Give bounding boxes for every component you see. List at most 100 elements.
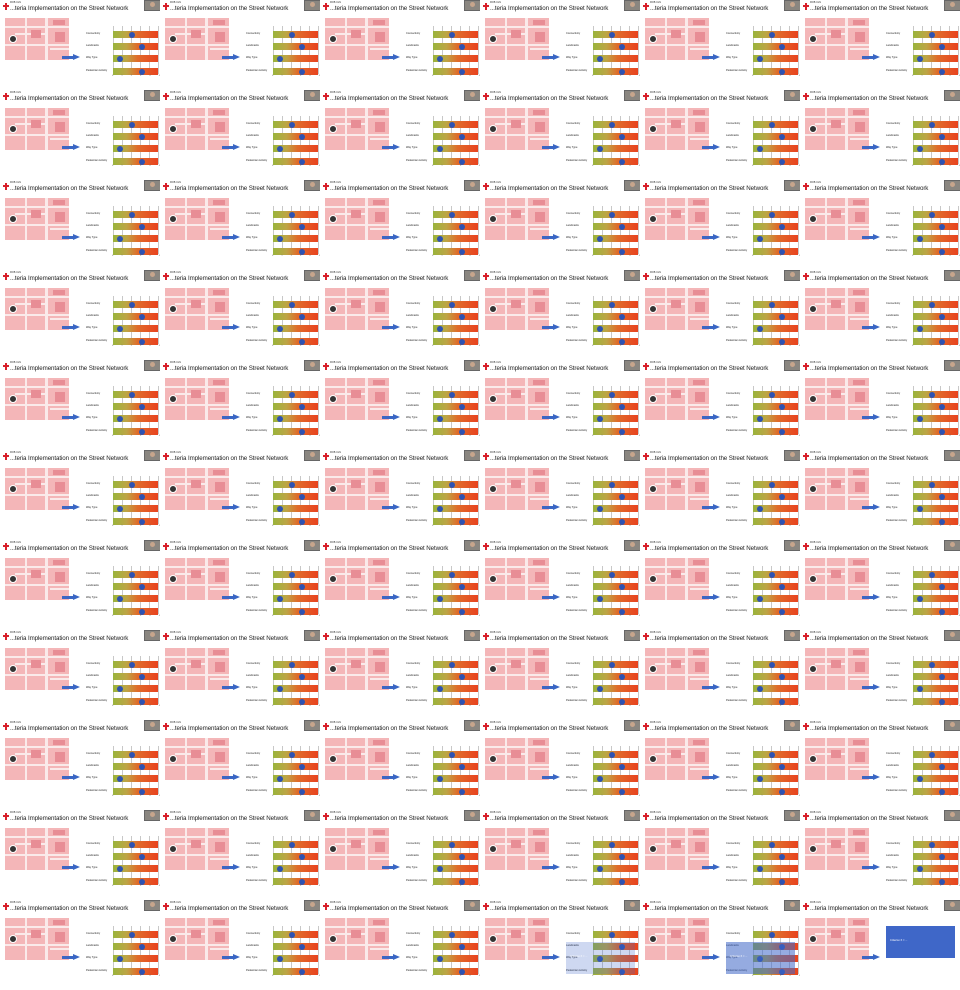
scale-tick-label: 0 <box>912 435 914 437</box>
criterion-label: Way Type <box>886 776 898 779</box>
map-road <box>685 558 688 600</box>
criterion-scale-bar <box>113 698 158 705</box>
scale-tick-label: 5 <box>799 975 800 977</box>
chart-gridline <box>789 116 790 164</box>
right-arrow-icon <box>222 234 240 240</box>
chart-gridline <box>140 116 141 164</box>
map-road <box>5 746 69 748</box>
location-marker-icon <box>9 35 17 43</box>
criterion-label: Way Type <box>886 236 898 239</box>
criterion-score-dot <box>459 313 465 320</box>
chart-gridline <box>433 926 434 974</box>
scale-tick-label: 0 <box>592 615 594 617</box>
criterion-scale-bar <box>273 583 318 590</box>
map-road <box>645 296 709 298</box>
map-road <box>530 498 549 500</box>
map-road <box>665 738 667 780</box>
slide-title: ...teria Implementation on the Street Ne… <box>10 365 129 372</box>
criterion-scale-bar <box>113 223 158 230</box>
map-building <box>533 830 545 835</box>
university-logo-icon <box>323 363 329 370</box>
right-arrow-icon <box>382 324 400 330</box>
criterion-score-dot <box>117 685 123 692</box>
map-road <box>165 404 229 406</box>
scale-tick-label: 0 <box>592 795 594 797</box>
chart-gridline <box>442 746 443 794</box>
chart-gridline <box>273 476 274 524</box>
map-building <box>695 842 705 852</box>
criterion-score-dot <box>769 751 775 758</box>
criterion-score-dot <box>459 788 465 795</box>
street-network-map <box>805 648 869 690</box>
location-marker-icon <box>9 755 17 763</box>
scale-tick-label: 1 <box>441 795 443 797</box>
criterion-label: Landmarks <box>886 314 899 317</box>
chart-gridline <box>158 836 159 884</box>
street-network-map <box>165 108 229 150</box>
scale-tick-label: 2 <box>130 615 132 617</box>
chart-gridline <box>780 746 781 794</box>
slide-title: ...teria Implementation on the Street Ne… <box>490 905 609 912</box>
location-marker-icon <box>809 485 817 493</box>
slide-title: ...teria Implementation on the Street Ne… <box>10 635 129 642</box>
scale-tick-label: 5 <box>479 345 480 347</box>
criterion-score-dot <box>779 43 785 50</box>
map-building <box>53 650 65 655</box>
slide-title: ...teria Implementation on the Street Ne… <box>810 545 929 552</box>
criterion-label: Connectivity <box>86 752 101 755</box>
scale-tick-label: 5 <box>319 165 320 167</box>
criterion-score-dot <box>609 121 615 128</box>
scale-tick-label: 0 <box>272 885 274 887</box>
criterion-label: Connectivity <box>86 482 101 485</box>
map-building <box>853 470 865 475</box>
scale-tick-label: 1 <box>601 435 603 437</box>
criterion-score-dot <box>597 865 603 872</box>
slide-frame: ROB UoS ...teria Implementation on the St… <box>640 810 800 900</box>
chart-gridline <box>318 566 319 614</box>
chart-gridline <box>131 836 132 884</box>
criterion-score-dot <box>929 841 935 848</box>
university-logo-icon <box>3 633 9 640</box>
formula-panel: Criterion X = ... <box>886 926 955 958</box>
map-road <box>825 108 827 150</box>
arrow-head <box>233 954 240 960</box>
location-marker-icon <box>489 35 497 43</box>
university-logo-icon <box>323 723 329 730</box>
scale-tick-label: 2 <box>130 885 132 887</box>
arrow-head <box>873 504 880 510</box>
scale-tick-label: 0 <box>432 255 434 257</box>
criterion-scale-bar <box>433 121 478 128</box>
scale-tick-label: 1 <box>281 255 283 257</box>
scale-tick-label: 3 <box>780 795 782 797</box>
scale-tick-label: 0 <box>112 165 114 167</box>
criterion-score-dot <box>449 481 455 488</box>
street-network-map <box>485 558 549 600</box>
criterion-label: Landmarks <box>566 674 579 677</box>
criterion-score-dot <box>609 391 615 398</box>
criterion-score-dot <box>779 133 785 140</box>
scale-tick-label: 0 <box>752 795 754 797</box>
chart-gridline <box>309 116 310 164</box>
map-road <box>850 318 869 320</box>
criterion-label: Pedestrian Activity <box>886 879 908 882</box>
chart-gridline <box>789 566 790 614</box>
criterion-scale-bar <box>593 133 638 140</box>
chart-gridline <box>442 26 443 74</box>
street-network-map <box>165 18 229 60</box>
map-building <box>215 572 225 582</box>
chart-gridline <box>478 746 479 794</box>
criterion-score-dot <box>289 121 295 128</box>
criterion-scale-bar <box>593 403 638 410</box>
scale-tick-label: 3 <box>460 705 462 707</box>
scale-tick-label: 4 <box>629 885 631 887</box>
criterion-scale-bar <box>433 968 478 975</box>
location-marker-icon <box>169 125 177 133</box>
criterion-scale-bar <box>913 68 958 75</box>
map-road <box>25 198 27 240</box>
criterion-scale-bar <box>433 301 478 308</box>
slide-subtitle: ROB UoS <box>170 1 181 4</box>
right-arrow-icon <box>702 144 720 150</box>
